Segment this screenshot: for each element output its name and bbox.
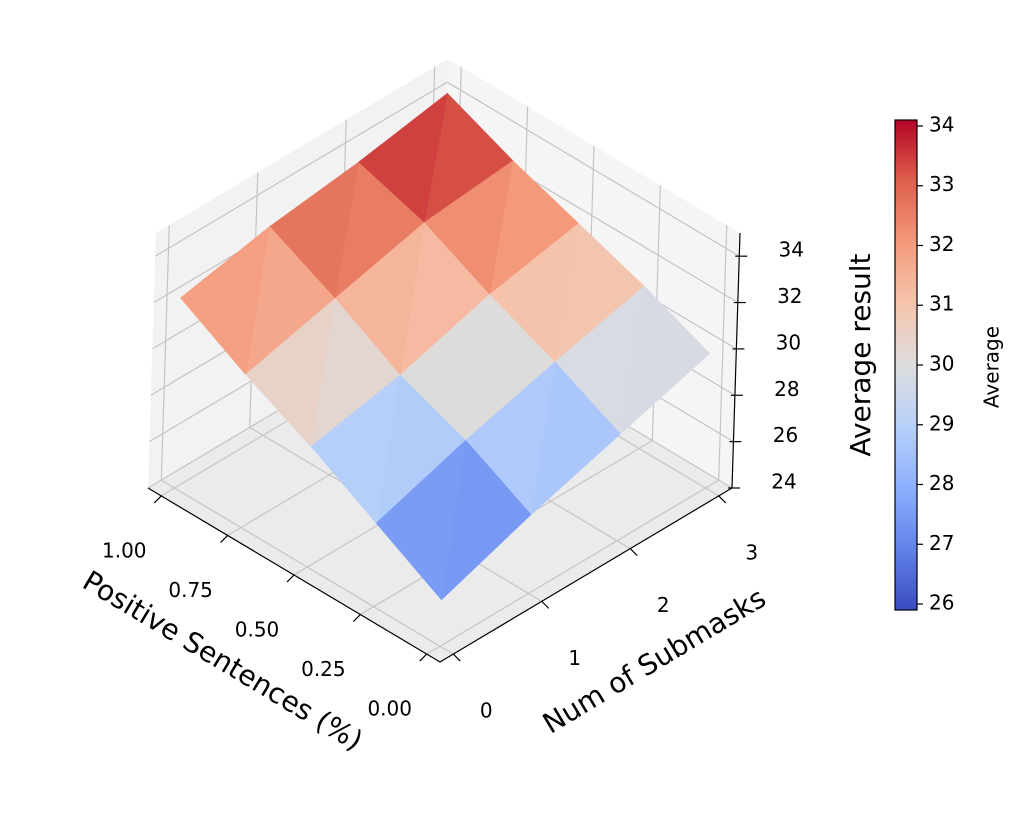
colorbar-tick-label: 34 [929,112,954,136]
y-tick [452,653,461,662]
y-tick [541,600,550,609]
x-tick-label: 0.25 [301,657,346,681]
x-tick-label: 0.50 [235,618,280,642]
z-tick-label: 32 [777,284,802,308]
x-tick [220,535,229,543]
y-tick-label: 1 [568,646,581,670]
axes: 0.00 0.25 0.50 0.75 1.00 0 1 2 3 24 26 28 30 32 34 [102,232,804,723]
colorbar-tick-label: 31 [929,292,954,316]
surface-face [245,297,336,448]
z-axis-line [731,232,741,489]
colorbar [894,119,918,611]
grid-line [160,225,170,481]
z-tick-label: 34 [779,238,804,262]
z-tick-label: 24 [771,470,796,494]
colorbar-label: Average [980,326,1004,408]
x-tick-label: 1.00 [102,538,147,562]
y-tick-label: 3 [745,540,758,564]
x-tick [352,614,361,622]
z-axis-label: Average result [844,253,877,456]
colorbar-tick-label: 33 [929,172,954,196]
y-tick [718,495,727,504]
colorbar-tick-label: 26 [929,591,954,615]
grid-line [446,81,740,257]
colorbar-tick-label: 28 [929,471,954,495]
surface-face [180,225,270,376]
surface-face [310,374,401,524]
z-tick-label: 30 [776,330,801,354]
colorbar-tick-label: 29 [929,411,954,435]
grid-line [160,479,454,655]
colorbar-tick-label: 27 [929,531,954,555]
colorbar-axis: 26 27 28 29 30 31 32 33 34 [917,112,954,615]
y-tick [629,548,638,557]
grid-line [718,225,728,481]
colorbar-tick-label: 32 [929,232,954,256]
z-tick-label: 28 [774,377,799,401]
x-tick [286,574,295,583]
grid-line [426,479,720,655]
y-axis-line [439,487,733,663]
x-tick [419,653,428,662]
y-tick-label: 0 [480,699,493,723]
grid-line [154,81,448,257]
x-tick-label: 0.75 [168,578,213,602]
surface [180,92,711,601]
z-tick-label: 26 [773,423,798,447]
x-tick-label: 0.00 [367,697,412,721]
surface-face [375,439,467,601]
y-tick-label: 2 [657,593,670,617]
x-axis-line [147,487,441,663]
colorbar-tick-label: 30 [929,352,954,376]
x-tick [153,495,162,504]
